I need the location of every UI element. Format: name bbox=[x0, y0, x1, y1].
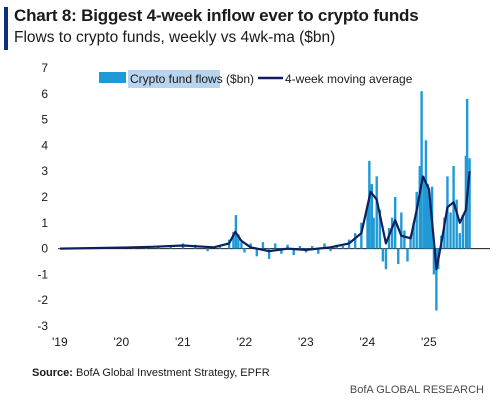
flow-bar bbox=[292, 248, 295, 256]
flow-bar bbox=[354, 233, 357, 249]
flow-bar bbox=[422, 176, 426, 249]
y-tick-label: 3 bbox=[41, 164, 48, 178]
flow-bar bbox=[286, 244, 289, 249]
flow-bar bbox=[400, 212, 403, 249]
flow-bar bbox=[157, 247, 160, 249]
y-tick-label: 2 bbox=[41, 190, 48, 204]
flow-bar bbox=[240, 242, 243, 249]
legend-highlight bbox=[128, 70, 220, 88]
flow-bar bbox=[415, 191, 418, 249]
flow-bar bbox=[366, 207, 369, 249]
source-label: Source: bbox=[32, 367, 73, 379]
y-tick-label: 5 bbox=[41, 113, 48, 127]
flow-bar bbox=[317, 248, 320, 254]
legend-label-ma: 4-week moving average bbox=[285, 72, 413, 86]
flow-bar bbox=[274, 243, 277, 249]
flow-bar bbox=[455, 199, 458, 249]
flow-bar bbox=[267, 248, 271, 259]
y-tick-label: 4 bbox=[41, 138, 48, 152]
flow-bar bbox=[429, 207, 432, 249]
x-tick-label: '19 bbox=[52, 335, 68, 349]
flow-bar bbox=[341, 246, 345, 249]
chart-subtitle: Flows to crypto funds, weekly vs 4wk-ma … bbox=[14, 29, 336, 46]
flow-bar bbox=[397, 248, 400, 265]
flow-bars bbox=[58, 91, 471, 311]
flow-bar bbox=[372, 217, 375, 249]
x-tick-label: '25 bbox=[421, 335, 437, 349]
flow-bar bbox=[298, 246, 302, 249]
flow-bar bbox=[424, 140, 428, 249]
moving-average-line bbox=[59, 171, 471, 271]
flow-bar bbox=[280, 248, 283, 254]
flow-bar bbox=[206, 248, 209, 252]
y-tick-label: -1 bbox=[37, 267, 48, 281]
x-tick-label: '21 bbox=[175, 335, 191, 349]
y-tick-label: 0 bbox=[41, 242, 48, 256]
flow-bar bbox=[426, 184, 429, 249]
chart-legend: Crypto fund flows ($bn) 4-week moving ave… bbox=[99, 70, 413, 88]
flow-bar bbox=[452, 166, 455, 249]
flow-bar bbox=[403, 230, 406, 249]
flow-bar bbox=[461, 215, 465, 249]
flow-bar bbox=[368, 160, 371, 249]
flow-bar bbox=[218, 246, 222, 249]
x-tick-label: '23 bbox=[298, 335, 314, 349]
flow-bar bbox=[243, 248, 246, 253]
source-note: Source: BofA Global Investment Strategy,… bbox=[32, 367, 270, 379]
flow-bar bbox=[329, 248, 332, 252]
flow-bar bbox=[375, 176, 378, 249]
legend-swatch-bar bbox=[99, 72, 126, 83]
flow-bar bbox=[443, 217, 446, 249]
flow-bar bbox=[323, 243, 326, 249]
y-axis-ticks: 7 6 5 4 3 2 1 0 -1 -2 -3 bbox=[37, 61, 48, 333]
flow-bar bbox=[310, 246, 314, 249]
flow-bar bbox=[409, 235, 412, 249]
x-tick-label: '24 bbox=[360, 335, 376, 349]
source-text: BofA Global Investment Strategy, EPFR bbox=[76, 367, 270, 379]
flow-bar bbox=[418, 166, 421, 249]
flow-bar bbox=[237, 234, 240, 249]
flow-bar bbox=[458, 233, 461, 249]
flow-bar bbox=[381, 248, 385, 262]
flow-bar bbox=[432, 248, 436, 275]
y-tick-label: 6 bbox=[41, 87, 48, 101]
flow-bar bbox=[261, 242, 265, 249]
y-tick-label: -3 bbox=[37, 319, 48, 333]
chart-title: Chart 8: Biggest 4-week inflow ever to c… bbox=[14, 6, 419, 25]
flow-bar bbox=[449, 212, 452, 249]
flow-bar bbox=[232, 231, 235, 249]
title-accent-bar bbox=[4, 7, 8, 50]
legend-label-flows: Crypto fund flows ($bn) bbox=[130, 72, 254, 86]
flow-bar bbox=[390, 217, 394, 249]
flow-bar bbox=[465, 98, 469, 249]
flow-bar bbox=[384, 248, 388, 270]
y-tick-label: 7 bbox=[41, 61, 48, 75]
flow-bar bbox=[370, 184, 374, 249]
flow-bar bbox=[255, 248, 258, 257]
brand-footer: BofA GLOBAL RESEARCH bbox=[349, 384, 484, 396]
y-tick-label: 1 bbox=[41, 216, 48, 230]
flow-bar bbox=[412, 222, 415, 249]
flow-bar bbox=[427, 197, 431, 249]
x-tick-label: '22 bbox=[237, 335, 253, 349]
y-tick-label: -2 bbox=[37, 293, 48, 307]
flow-bar bbox=[360, 222, 363, 249]
flow-bar bbox=[378, 209, 381, 249]
x-tick-label: '20 bbox=[114, 335, 130, 349]
flow-bar bbox=[406, 248, 409, 262]
x-axis-ticks: '19 '20 '21 '22 '23 '24 '25 bbox=[52, 335, 437, 349]
flow-bar bbox=[435, 248, 438, 311]
flow-bar bbox=[420, 91, 423, 249]
flow-bar bbox=[468, 158, 471, 249]
